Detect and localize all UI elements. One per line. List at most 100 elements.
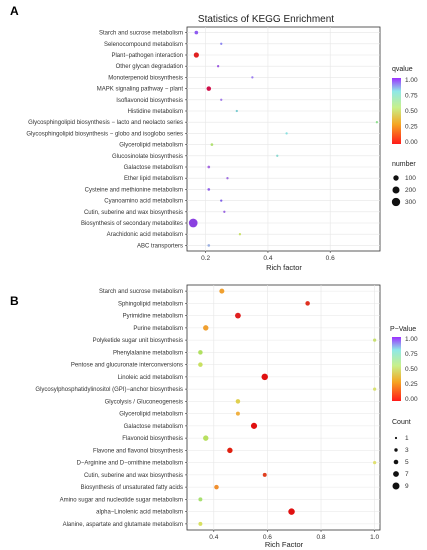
color-legend-tick: 1.00 (405, 336, 418, 343)
size-legend-dot (392, 186, 400, 194)
size-legend-dot (393, 175, 399, 181)
y-tick-label: Starch and sucrose metabolism (99, 289, 183, 295)
size-legend-label: 9 (405, 483, 409, 490)
y-tick-label: Glycosylphosphatidylinositol (GPI)−ancho… (35, 387, 183, 393)
panel-a-color-legend-title: qvalue (392, 66, 413, 73)
y-tick-label: Biosynthesis of unsaturated fatty acids (81, 485, 183, 491)
data-point (219, 288, 225, 294)
y-tick-label: Cutin, suberine and wax biosynthesis (84, 473, 183, 479)
data-point (375, 121, 379, 124)
y-tick-label: Galactose metabolism (124, 165, 183, 171)
panel-b-color-bar (392, 337, 401, 401)
data-point (207, 244, 211, 247)
color-legend-tick: 0.50 (405, 108, 418, 115)
size-legend-label: 300 (405, 199, 416, 206)
size-legend-label: 7 (405, 471, 409, 478)
data-point (251, 76, 254, 79)
y-tick-label: Phenylalanine metabolism (113, 350, 183, 356)
size-legend-dot (393, 471, 399, 477)
y-tick-label: Histidine metabolism (128, 109, 183, 115)
data-point (235, 109, 238, 113)
data-point (250, 422, 258, 429)
data-point (288, 508, 295, 515)
data-point (194, 30, 199, 35)
y-tick-label: Linoleic acid metabolism (118, 375, 183, 381)
y-tick-label: Isoflavonoid biosynthesis (116, 98, 183, 104)
data-point (235, 312, 241, 319)
size-legend-label: 5 (405, 459, 409, 466)
y-tick-label: Cysteine and methionine metabolism (85, 187, 183, 193)
size-legend-label: 100 (405, 175, 416, 182)
data-point (373, 387, 377, 391)
y-tick-label: Flavone and flavonol biosynthesis (93, 448, 183, 454)
size-legend-dot (392, 482, 400, 490)
y-tick-label: Polyketide sugar unit biosynthesis (93, 338, 183, 344)
y-tick-label: Flavonoid biosynthesis (122, 436, 183, 442)
y-tick-label: Starch and sucrose metabolism (99, 31, 183, 37)
data-point (216, 65, 220, 68)
data-point (223, 210, 226, 213)
data-point (235, 399, 241, 404)
y-tick-label: Pentose and glucuronate interconversions (71, 363, 183, 369)
size-legend-dot (393, 459, 399, 465)
y-tick-label: Plant−pathogen interaction (111, 53, 183, 59)
y-tick-label: ABC transporters (137, 243, 183, 249)
size-legend-label: 3 (405, 447, 409, 454)
y-tick-label: Sphingolipid metabolism (118, 301, 183, 307)
data-point (203, 435, 209, 441)
y-tick-label: D−Arginine and D−ornithine metabolism (77, 461, 183, 467)
data-point (235, 411, 240, 416)
data-point (261, 373, 268, 381)
data-point (227, 447, 233, 454)
x-tick-label: 0.2 (201, 255, 210, 262)
data-point (198, 521, 203, 526)
data-point (305, 301, 310, 306)
y-tick-label: MAPK signaling pathway − plant (97, 87, 184, 93)
color-legend-tick: 1.00 (405, 77, 418, 84)
size-legend-label: 1 (405, 435, 409, 442)
x-tick-label: 0.6 (326, 255, 335, 262)
y-tick-label: alpha−Linolenic acid metabolism (96, 510, 183, 516)
data-point (203, 325, 209, 331)
y-tick-label: Amino sugar and nucleotide sugar metabol… (60, 497, 183, 503)
data-point (214, 484, 219, 490)
data-point (238, 233, 242, 236)
y-tick-label: Pyrimidine metabolism (123, 314, 183, 320)
panel-a-plot-area (186, 26, 381, 252)
x-tick-label: 0.6 (263, 534, 272, 541)
data-point (285, 132, 288, 135)
size-legend-label: 200 (405, 187, 416, 194)
y-tick-label: Galactose metabolism (124, 424, 183, 430)
data-point (207, 188, 211, 191)
y-tick-label: Glycerolipid metabolism (119, 143, 183, 149)
panel-a-letter: A (10, 4, 19, 18)
y-tick-label: Alanine, aspartate and glutamate metabol… (63, 522, 183, 528)
y-tick-label: Glucosinolate biosynthesis (112, 154, 183, 160)
panel-b-color-legend-title: P−Value (390, 326, 416, 333)
y-tick-label: Selenocompound metabolism (104, 42, 183, 48)
data-point (198, 362, 203, 367)
y-tick-label: Purine metabolism (133, 326, 183, 332)
x-tick-label: 0.4 (263, 255, 272, 262)
size-legend-dot (391, 197, 401, 207)
y-tick-label: Biosynthesis of secondary metabolites (81, 221, 183, 227)
x-tick-label: 0.8 (317, 534, 326, 541)
panel-b-size-legend-title: Count (392, 419, 411, 426)
panel-b-letter: B (10, 294, 19, 308)
panel-a-color-bar (392, 78, 401, 144)
data-point (276, 154, 279, 157)
y-tick-label: Cyanoamino acid metabolism (104, 199, 183, 205)
color-legend-tick: 0.25 (405, 124, 418, 131)
panel-a-x-axis-title: Rich factor (266, 263, 302, 272)
y-tick-label: Glycolysis / Gluconeogenesis (105, 399, 183, 405)
color-legend-tick: 0.75 (405, 93, 418, 100)
size-legend-dot (394, 436, 398, 440)
data-point (198, 350, 203, 355)
data-point (198, 497, 203, 502)
panel-b-plot-area (186, 284, 381, 531)
color-legend-tick: 0.50 (405, 366, 418, 373)
y-tick-label: Glycosphingolipid biosynthesis − globo a… (26, 131, 183, 137)
data-point (373, 461, 377, 465)
y-tick-label: Ether lipid metabolism (124, 176, 183, 182)
panel-a-size-legend-title: number (392, 161, 416, 168)
